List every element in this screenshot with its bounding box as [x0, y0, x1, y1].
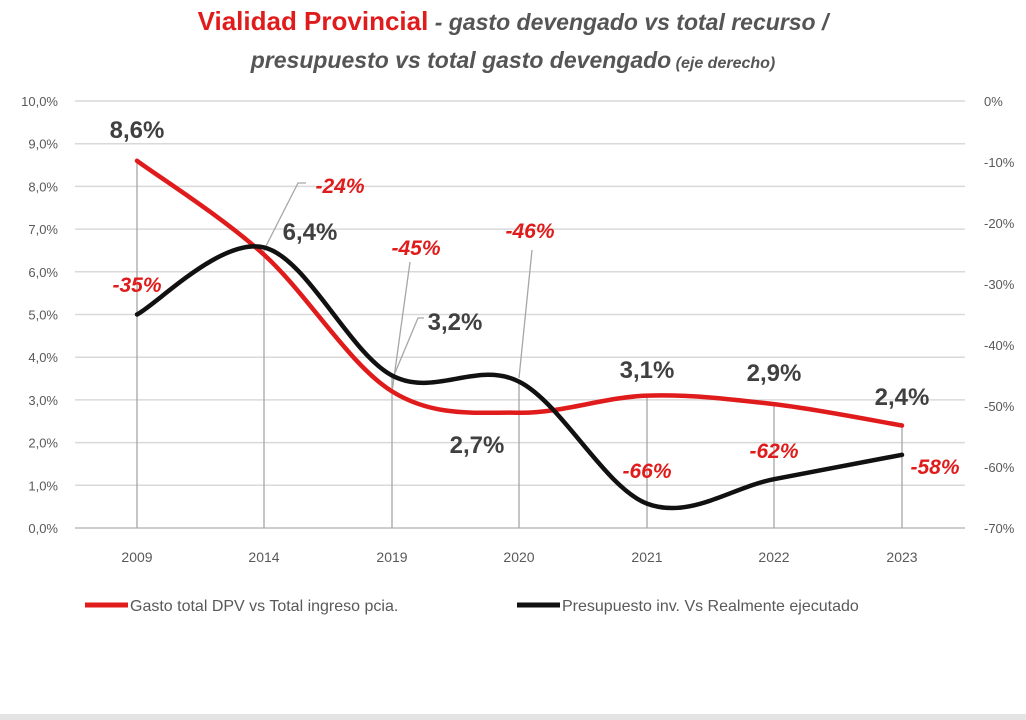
data-label-presupuesto: -66%: [622, 460, 671, 483]
right-tick-label: 0%: [984, 94, 1003, 109]
title-note: (eje derecho): [671, 55, 776, 72]
data-label-gasto: 2,9%: [747, 360, 802, 387]
data-label-gasto: 3,2%: [428, 309, 483, 336]
leader-line: [391, 317, 424, 381]
right-tick-label: -50%: [984, 399, 1015, 414]
data-label-gasto: 3,1%: [620, 357, 675, 384]
title-line2: presupuesto vs total gasto devengado: [250, 47, 672, 73]
data-label-gasto: 2,7%: [450, 432, 505, 459]
data-label-presupuesto: -62%: [749, 440, 798, 463]
left-tick-label: 5,0%: [28, 308, 58, 323]
right-tick-label: -30%: [984, 277, 1015, 292]
data-label-presupuesto: -58%: [910, 456, 959, 479]
right-tick-label: -70%: [984, 521, 1015, 536]
x-tick-label: 2023: [886, 549, 917, 565]
legend-label-gasto: Gasto total DPV vs Total ingreso pcia.: [130, 598, 398, 615]
leader-line: [518, 249, 533, 379]
left-tick-label: 0,0%: [28, 521, 58, 536]
right-tick-label: -20%: [984, 216, 1015, 231]
left-tick-label: 3,0%: [28, 393, 58, 408]
left-tick-label: 7,0%: [28, 222, 58, 237]
left-tick-label: 4,0%: [28, 350, 58, 365]
data-label-gasto: 8,6%: [110, 117, 165, 144]
leader-line: [263, 182, 306, 251]
title-main: Vialidad Provincial: [197, 6, 429, 36]
chart-title: Vialidad Provincial - gasto devengado vs…: [0, 4, 1026, 81]
left-tick-label: 2,0%: [28, 436, 58, 451]
leader-line: [391, 261, 411, 393]
legend-label-presupuesto: Presupuesto inv. Vs Realmente ejecutado: [562, 598, 859, 615]
title-line1: - gasto devengado vs total recurso /: [428, 9, 829, 35]
left-tick-label: 1,0%: [28, 478, 58, 493]
data-label-presupuesto: -46%: [505, 220, 554, 243]
x-tick-label: 2021: [631, 549, 662, 565]
left-tick-label: 9,0%: [28, 137, 58, 152]
data-label-presupuesto: -35%: [112, 274, 161, 297]
data-label-gasto: 2,4%: [875, 384, 930, 411]
left-tick-label: 6,0%: [28, 265, 58, 280]
data-label-presupuesto: -45%: [391, 237, 440, 260]
right-tick-label: -60%: [984, 460, 1015, 475]
bottom-divider: [0, 714, 1026, 720]
right-tick-label: -10%: [984, 155, 1015, 170]
series-line-presupuesto: [134, 244, 905, 511]
x-tick-label: 2014: [248, 549, 279, 565]
left-tick-label: 10,0%: [21, 94, 58, 109]
x-tick-label: 2020: [503, 549, 534, 565]
x-tick-label: 2022: [758, 549, 789, 565]
right-tick-label: -40%: [984, 338, 1015, 353]
series-line-gasto-total: [134, 158, 905, 428]
x-tick-label: 2019: [376, 549, 407, 565]
left-tick-label: 8,0%: [28, 179, 58, 194]
data-label-gasto: 6,4%: [283, 219, 338, 246]
x-tick-label: 2009: [121, 549, 152, 565]
data-label-presupuesto: -24%: [315, 175, 364, 198]
